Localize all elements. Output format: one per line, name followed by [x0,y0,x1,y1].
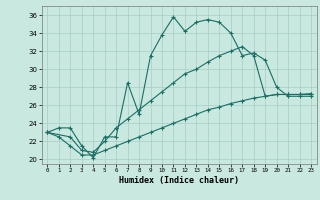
X-axis label: Humidex (Indice chaleur): Humidex (Indice chaleur) [119,176,239,185]
